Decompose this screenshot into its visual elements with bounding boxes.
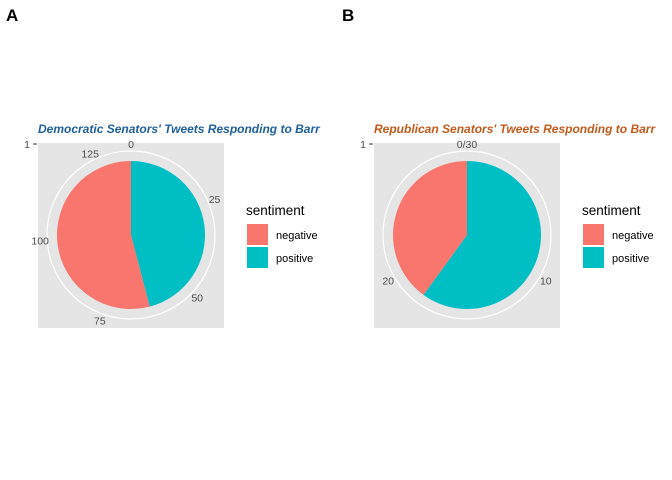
panel-label-b: B [342, 6, 354, 25]
theta-tick-label: 25 [209, 194, 221, 206]
theta-tick-label: 10 [540, 276, 552, 288]
legend-label-negative: negative [276, 230, 318, 242]
y-tick-label: 1 [360, 139, 366, 151]
theta-tick-label: 20 [382, 276, 394, 288]
legend-label-positive: positive [276, 253, 313, 265]
theta-tick-label: 75 [94, 316, 106, 328]
y-tick-label: 1 [24, 139, 30, 151]
legend-label-negative: negative [612, 230, 654, 242]
theta-tick-label: 125 [81, 149, 99, 161]
pie-chart-democratic: Democratic Senators' Tweets Responding t… [24, 122, 321, 328]
theta-tick-label: 0/30 [457, 139, 478, 151]
pie-slice-negative [393, 161, 467, 295]
legend-key-positive [247, 247, 268, 268]
chart-title: Democratic Senators' Tweets Responding t… [38, 122, 321, 136]
theta-tick-label: 0 [128, 139, 134, 151]
pie-slice-positive [423, 161, 541, 309]
panel-label-a: A [6, 6, 18, 25]
theta-grid-circle [46, 150, 216, 320]
theta-grid-circle [382, 150, 552, 320]
legend-key-negative [247, 224, 268, 245]
legend-key-negative [583, 224, 604, 245]
legend-title: sentiment [246, 203, 305, 218]
pie-slice-negative [56, 161, 150, 309]
theta-tick-label: 100 [31, 235, 49, 247]
legend-title: sentiment [582, 203, 641, 218]
pie-slice-positive [131, 161, 205, 307]
legend-key-positive [583, 247, 604, 268]
legend-label-positive: positive [612, 253, 649, 265]
chart-title: Republican Senators' Tweets Responding t… [374, 122, 656, 136]
pie-chart-republican: Republican Senators' Tweets Responding t… [360, 122, 656, 328]
theta-tick-label: 50 [191, 292, 203, 304]
